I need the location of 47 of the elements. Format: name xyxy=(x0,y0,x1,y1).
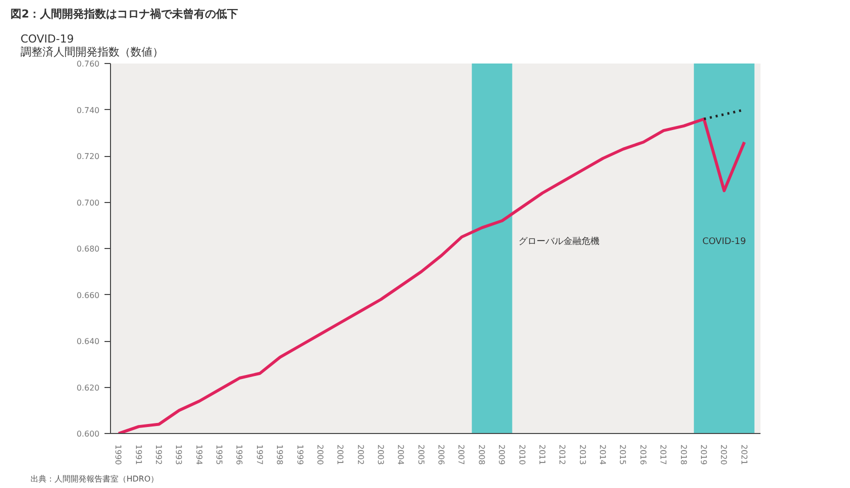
x-tick-label: 2002 xyxy=(356,444,365,465)
x-tick-label: 2019 xyxy=(698,444,708,465)
y-tick-label: 0.660 xyxy=(76,290,100,300)
x-tick-label: 1993 xyxy=(174,444,184,465)
x-tick-label: 2016 xyxy=(638,444,648,465)
y-tick-label: 0.760 xyxy=(76,60,100,68)
y-tick-label: 0.600 xyxy=(76,430,100,438)
y-tick-label: 0.740 xyxy=(76,106,100,115)
x-tick-label: 2000 xyxy=(315,444,324,465)
x-tick-label: 2007 xyxy=(456,444,466,465)
x-tick-label: 2012 xyxy=(558,444,567,465)
y-axis-title: COVID-19 調整済人間開発指数（数値） xyxy=(20,32,164,58)
x-tick-label: 2005 xyxy=(416,444,426,465)
x-tick-label: 2021 xyxy=(739,444,748,465)
x-tick-label: 1994 xyxy=(194,444,204,465)
x-tick-label: 2003 xyxy=(376,444,385,465)
band-label: COVID-19 xyxy=(702,236,746,247)
x-tick-label: 2020 xyxy=(719,444,728,465)
x-tick-label: 1997 xyxy=(254,444,264,465)
x-tick-label: 1996 xyxy=(234,444,244,465)
x-tick-label: 2006 xyxy=(436,444,446,465)
y-tick-label: 0.700 xyxy=(76,198,100,208)
x-tick-label: 2018 xyxy=(678,444,688,465)
x-tick-label: 2017 xyxy=(658,444,668,465)
source-note: 出典：人間開発報告書室（HDRO） xyxy=(30,474,159,484)
chart-title: 図2：人間開発指数はコロナ禍で未曾有の低下 xyxy=(10,8,238,20)
x-tick-label: 1999 xyxy=(295,444,304,465)
x-tick-label: 1990 xyxy=(114,444,123,465)
x-tick-label: 2011 xyxy=(537,444,546,465)
line-series xyxy=(117,118,746,434)
band-label: グローバル金融危機 xyxy=(518,236,600,247)
x-tick-label: 2014 xyxy=(598,444,608,465)
x-tick-label: 2001 xyxy=(336,444,345,465)
y-tick-label: 0.620 xyxy=(76,383,100,392)
x-tick-label: 2010 xyxy=(517,444,526,465)
y-tick-label: 0.720 xyxy=(76,152,100,161)
x-tick-label: 2008 xyxy=(476,444,486,465)
x-tick-label: 1991 xyxy=(134,444,143,465)
x-tick-label: 2009 xyxy=(497,444,506,465)
x-tick-label: 1992 xyxy=(154,444,163,465)
x-tick-label: 2004 xyxy=(396,444,406,465)
x-tick-label: 2015 xyxy=(618,444,628,465)
x-tick-label: 2013 xyxy=(578,444,587,465)
x-tick-label: 1998 xyxy=(275,444,284,465)
x-tick-label: 1995 xyxy=(214,444,224,465)
y-tick-label: 0.640 xyxy=(76,337,100,346)
y-tick-label: 0.680 xyxy=(76,244,100,254)
